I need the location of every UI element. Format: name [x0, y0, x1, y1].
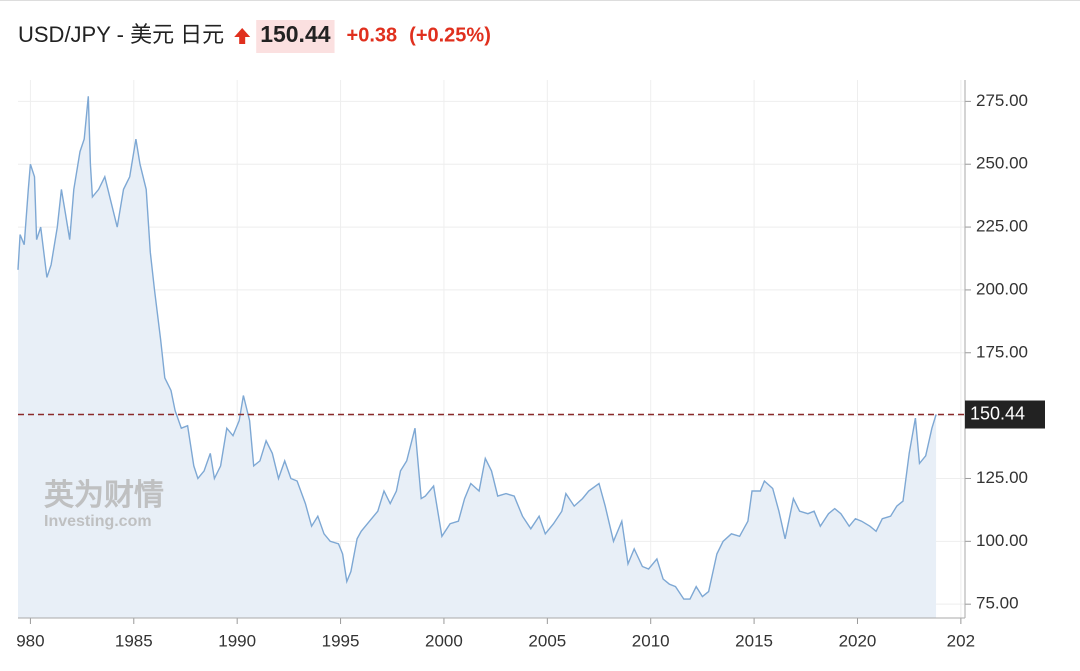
symbol: USD/JPY - 美元 日元: [18, 22, 224, 47]
x-tick-label: 2020: [839, 631, 877, 650]
x-tick-label: 2000: [425, 631, 463, 650]
y-tick-label: 100.00: [976, 531, 1028, 550]
up-arrow: [234, 28, 251, 44]
y-tick-label: 250.00: [976, 154, 1028, 173]
y-tick-label: 175.00: [976, 342, 1028, 361]
x-tick-label: 202: [947, 631, 975, 650]
price-highlight: [256, 20, 335, 53]
area-fill: [18, 96, 937, 619]
change: +0.38: [347, 24, 398, 46]
y-tick-label: 200.00: [976, 279, 1028, 298]
x-tick-label: 1990: [218, 631, 256, 650]
x-tick-label: 1995: [322, 631, 360, 650]
x-tick-label: 2015: [735, 631, 773, 650]
price-tag: [965, 400, 1045, 429]
watermark-cn: 英为财情: [44, 479, 164, 512]
x-tick-label: 2005: [528, 631, 566, 650]
change-percent: (+0.25%): [409, 24, 491, 46]
y-tick-label: 225.00: [976, 217, 1028, 236]
y-tick-label: 75.00: [976, 594, 1019, 613]
price-tag-label: 150.44: [970, 403, 1025, 423]
plot-area: 980 1985 1990 1995 2000 2005 2010 2015 2020 20275…: [0, 0, 1080, 650]
y-tick-label: 275.00: [976, 91, 1028, 110]
header: USD/JPY - 美元 日元 150.44 +0.38 (+0.25%): [18, 20, 491, 53]
x-tick-label: 980: [16, 631, 44, 650]
x-tick-label: 1985: [115, 631, 153, 650]
price-line: [17, 96, 937, 600]
y-tick-label: 125.00: [976, 468, 1028, 487]
price: 150.44: [260, 21, 331, 47]
x-tick-label: 2010: [632, 631, 670, 650]
watermark-en: Investing.com: [44, 513, 152, 530]
